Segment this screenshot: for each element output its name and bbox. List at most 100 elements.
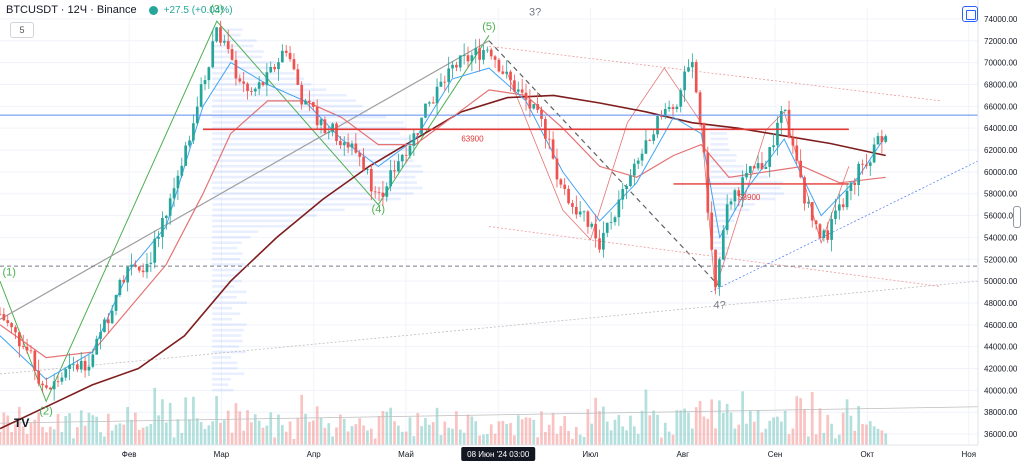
ma-mid-line xyxy=(0,89,886,359)
volume-bar xyxy=(745,423,748,445)
volume-bar xyxy=(776,416,779,445)
candle-body xyxy=(400,154,404,162)
volume-bar xyxy=(373,438,377,445)
volume-bar xyxy=(470,416,474,445)
volume-profile-bar xyxy=(710,126,727,130)
volume-bar xyxy=(52,429,56,445)
candle-body xyxy=(246,83,249,92)
candle-body xyxy=(803,177,806,204)
volume-bar xyxy=(288,421,292,445)
candle-body xyxy=(427,102,431,104)
volume-bar xyxy=(861,423,864,445)
volume-bar xyxy=(72,438,75,445)
price-axis: 36000.00 38000.00 40000.00 42000.00 44000.00… xyxy=(977,0,1024,467)
volume-bar xyxy=(358,418,362,445)
volume-profile-bar xyxy=(212,110,368,113)
volume-bar xyxy=(547,424,551,445)
volume-bar xyxy=(226,410,230,445)
candle-body xyxy=(122,279,126,283)
candle-body xyxy=(837,204,841,211)
candle-body xyxy=(455,64,458,68)
volume-bar xyxy=(698,400,702,445)
volume-profile-bar xyxy=(212,225,290,228)
volume-profile-bar xyxy=(212,214,317,217)
volume-profile-bar xyxy=(212,339,243,343)
volume-bar xyxy=(582,436,586,445)
volume-bar xyxy=(462,432,466,445)
candle-body xyxy=(478,48,481,60)
volume-bar xyxy=(37,412,41,445)
candle-body xyxy=(729,201,733,205)
volume-bar xyxy=(339,414,342,445)
volume-bar xyxy=(818,408,822,445)
volume-profile-bar xyxy=(212,153,400,157)
candle-body xyxy=(710,212,714,250)
volume-bar xyxy=(17,406,21,445)
volume-bar xyxy=(335,427,338,445)
fullscreen-icon[interactable] xyxy=(962,6,978,22)
price-tick-label: 40000.00 xyxy=(984,386,1018,395)
volume-profile-bar xyxy=(710,208,750,212)
candle-body xyxy=(292,59,296,70)
volume-bar xyxy=(876,428,880,445)
volume-bar xyxy=(458,429,462,445)
volume-bar xyxy=(424,418,427,445)
volume-profile-bar xyxy=(212,372,245,376)
candle-body xyxy=(594,223,597,239)
volume-profile-bar xyxy=(212,197,402,201)
candle-body xyxy=(149,262,153,264)
volume-profile-bar xyxy=(212,268,243,272)
volume-bar xyxy=(273,437,276,445)
candle-body xyxy=(752,166,756,169)
volume-bar xyxy=(91,415,95,445)
candle-body xyxy=(741,177,744,196)
symbol-title[interactable]: BTCUSDT · 12Ч · Binance xyxy=(6,4,137,16)
volume-bar xyxy=(466,414,470,445)
wave-label: 4? xyxy=(714,299,726,311)
indicators-collapse-button[interactable]: 5 xyxy=(10,22,34,38)
volume-bar xyxy=(764,428,768,445)
time-tick-label: Авг xyxy=(676,450,689,459)
volume-bar xyxy=(153,387,157,445)
ma-slow-line xyxy=(0,94,886,430)
volume-profile-bar xyxy=(710,170,757,173)
volume-profile-bar xyxy=(212,350,246,354)
candle-body xyxy=(161,217,164,238)
volume-bar xyxy=(710,399,714,445)
volume-bar xyxy=(2,412,6,445)
volume-profile-bar xyxy=(710,159,736,163)
candle-body xyxy=(482,50,485,60)
price-tick-label: 38000.00 xyxy=(984,408,1018,417)
candle-body xyxy=(571,203,574,207)
candle-body xyxy=(331,123,334,133)
candle-body xyxy=(335,123,338,141)
candle-body xyxy=(64,369,68,378)
candle-body xyxy=(300,84,304,105)
volume-bar xyxy=(222,420,226,445)
candle-body xyxy=(458,55,462,68)
wave-label: (1) xyxy=(2,267,15,279)
volume-bar xyxy=(238,411,242,445)
candle-body xyxy=(362,156,365,170)
candle-body xyxy=(532,104,536,109)
candle-body xyxy=(10,323,13,328)
candle-body xyxy=(694,62,698,93)
candle-body xyxy=(486,49,489,51)
volume-bar xyxy=(455,411,458,445)
price-tick-label: 56000.00 xyxy=(984,212,1018,221)
volume-bar xyxy=(48,426,52,445)
candle-body xyxy=(14,327,17,333)
candle-body xyxy=(830,218,833,240)
candle-body xyxy=(733,190,737,202)
volume-bar xyxy=(497,421,501,445)
volume-profile-bar xyxy=(212,367,238,370)
volume-bar xyxy=(134,412,137,445)
candle-body xyxy=(447,68,451,82)
price-tick-label: 72000.00 xyxy=(984,37,1018,46)
volume-profile-bar xyxy=(212,383,229,387)
price-scale-handle[interactable] xyxy=(1013,206,1021,228)
candle-body xyxy=(443,81,447,83)
volume-bar xyxy=(354,424,358,445)
volume-bar xyxy=(493,433,497,445)
